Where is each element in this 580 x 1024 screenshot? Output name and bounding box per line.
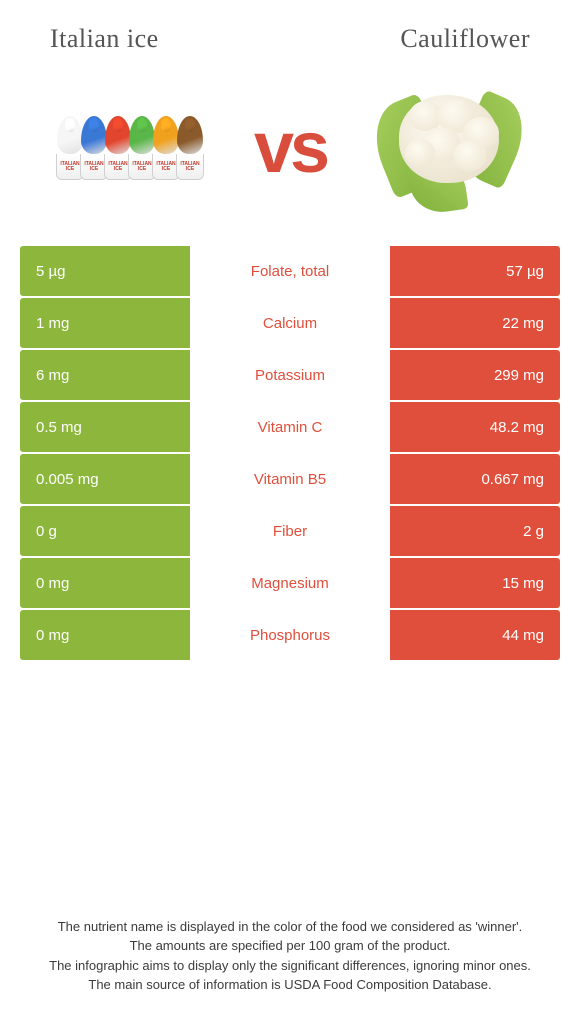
table-row: 0.5 mgVitamin C48.2 mg xyxy=(20,402,560,452)
left-value-cell: 0.005 mg xyxy=(20,454,190,504)
left-value-cell: 0.5 mg xyxy=(20,402,190,452)
ice-cone-icon: ITALIAN ICE xyxy=(175,116,205,180)
cauliflower-image xyxy=(360,78,540,218)
left-value-cell: 1 mg xyxy=(20,298,190,348)
right-value-cell: 44 mg xyxy=(390,610,560,660)
nutrient-label-cell: Potassium xyxy=(190,350,390,400)
left-value-cell: 0 g xyxy=(20,506,190,556)
footnote-line: The amounts are specified per 100 gram o… xyxy=(30,937,550,955)
table-row: 0 mgPhosphorus44 mg xyxy=(20,610,560,660)
table-row: 0 gFiber2 g xyxy=(20,506,560,556)
nutrient-label-cell: Phosphorus xyxy=(190,610,390,660)
right-value-cell: 0.667 mg xyxy=(390,454,560,504)
left-value-cell: 0 mg xyxy=(20,558,190,608)
table-row: 0 mgMagnesium15 mg xyxy=(20,558,560,608)
cauliflower-icon xyxy=(375,83,525,213)
right-value-cell: 15 mg xyxy=(390,558,560,608)
left-value-cell: 5 µg xyxy=(20,246,190,296)
right-value-cell: 22 mg xyxy=(390,298,560,348)
images-row: ITALIAN ICEITALIAN ICEITALIAN ICEITALIAN… xyxy=(0,62,580,246)
vs-label: vs xyxy=(230,107,350,189)
footnote-line: The nutrient name is displayed in the co… xyxy=(30,918,550,936)
right-food-title: Cauliflower xyxy=(400,24,530,54)
footnote-line: The infographic aims to display only the… xyxy=(30,957,550,975)
table-row: 6 mgPotassium299 mg xyxy=(20,350,560,400)
left-value-cell: 6 mg xyxy=(20,350,190,400)
right-value-cell: 48.2 mg xyxy=(390,402,560,452)
table-row: 0.005 mgVitamin B50.667 mg xyxy=(20,454,560,504)
vs-text: vs xyxy=(254,108,326,188)
left-value-cell: 0 mg xyxy=(20,610,190,660)
right-value-cell: 57 µg xyxy=(390,246,560,296)
italian-ice-image: ITALIAN ICEITALIAN ICEITALIAN ICEITALIAN… xyxy=(40,78,220,218)
nutrient-label-cell: Magnesium xyxy=(190,558,390,608)
footnote-line: The main source of information is USDA F… xyxy=(30,976,550,994)
table-row: 1 mgCalcium22 mg xyxy=(20,298,560,348)
right-value-cell: 299 mg xyxy=(390,350,560,400)
right-value-cell: 2 g xyxy=(390,506,560,556)
nutrient-label-cell: Fiber xyxy=(190,506,390,556)
nutrient-label-cell: Calcium xyxy=(190,298,390,348)
nutrient-label-cell: Folate, total xyxy=(190,246,390,296)
header-row: Italian ice Cauliflower xyxy=(0,0,580,62)
nutrient-label-cell: Vitamin B5 xyxy=(190,454,390,504)
nutrient-label-cell: Vitamin C xyxy=(190,402,390,452)
footnote-block: The nutrient name is displayed in the co… xyxy=(30,916,550,996)
left-food-title: Italian ice xyxy=(50,24,159,54)
table-row: 5 µgFolate, total57 µg xyxy=(20,246,560,296)
nutrient-table: 5 µgFolate, total57 µg1 mgCalcium22 mg6 … xyxy=(20,246,560,662)
